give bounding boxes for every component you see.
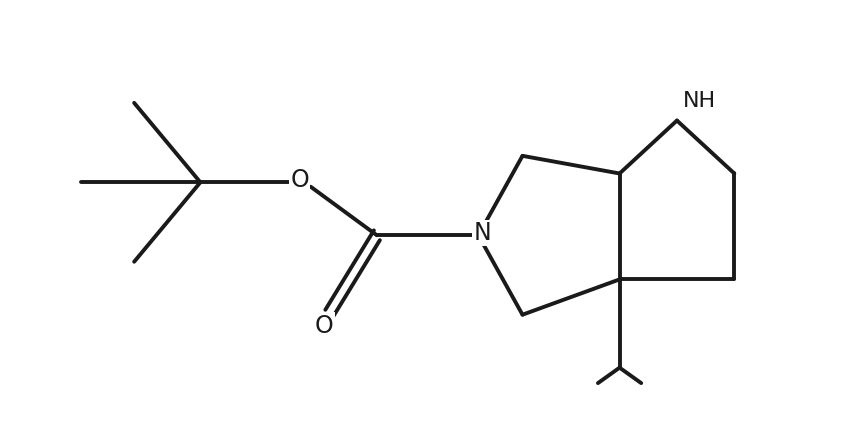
Text: O: O [315,314,333,338]
Text: N: N [474,221,492,245]
Text: O: O [290,168,309,192]
Text: NH: NH [683,91,716,111]
